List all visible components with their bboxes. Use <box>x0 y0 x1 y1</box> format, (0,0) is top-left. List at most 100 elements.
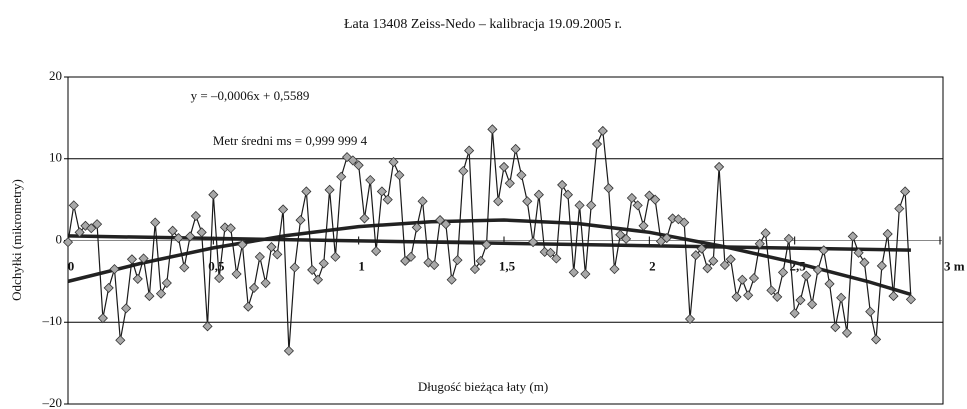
data-point <box>621 233 632 244</box>
data-point <box>743 290 754 301</box>
data-point <box>731 291 742 302</box>
y-tick-label: 0 <box>56 231 63 246</box>
data-point <box>411 222 422 233</box>
data-point <box>766 285 777 296</box>
data-point <box>405 251 417 262</box>
data-point <box>533 189 544 200</box>
data-point <box>231 268 242 280</box>
data-point <box>859 257 870 268</box>
data-point <box>429 259 440 271</box>
data-point <box>528 237 539 248</box>
data-point <box>312 274 324 285</box>
data-point <box>62 237 74 248</box>
data-point <box>708 255 719 267</box>
data-point <box>126 254 138 265</box>
data-point <box>272 249 283 260</box>
data-point <box>353 160 364 171</box>
data-point <box>307 264 318 275</box>
data-point <box>161 277 172 289</box>
data-point <box>801 270 812 281</box>
data-point <box>196 227 207 238</box>
data-point <box>870 334 882 345</box>
data-point <box>516 170 527 181</box>
data-point <box>144 291 155 302</box>
data-point <box>882 228 893 240</box>
data-point <box>638 220 649 231</box>
data-point <box>86 223 97 234</box>
data-point <box>138 253 149 264</box>
data-point <box>836 292 847 303</box>
data-point <box>888 291 899 302</box>
data-point <box>574 200 585 211</box>
data-point <box>434 214 446 226</box>
data-point <box>603 183 614 194</box>
data-point <box>214 273 225 284</box>
y-tick-label: –20 <box>42 395 63 409</box>
data-point <box>847 231 858 242</box>
data-point <box>243 301 254 312</box>
data-point <box>545 247 556 258</box>
data-point <box>865 306 876 317</box>
data-point <box>318 258 329 269</box>
data-point <box>818 245 829 256</box>
data-point <box>777 267 789 278</box>
data-point <box>74 227 85 238</box>
data-point <box>260 277 271 289</box>
data-point <box>132 273 143 284</box>
data-point <box>783 233 794 244</box>
series-line <box>67 218 912 297</box>
data-point <box>179 262 190 273</box>
data-point <box>557 179 568 190</box>
data-point <box>667 213 678 224</box>
data-point <box>190 210 201 222</box>
data-point <box>330 251 341 262</box>
data-point <box>167 225 178 236</box>
data-point <box>853 247 864 258</box>
data-point <box>301 186 312 197</box>
data-point <box>789 308 800 319</box>
data-point <box>481 239 492 250</box>
data-point <box>371 246 382 257</box>
data-point <box>591 138 603 150</box>
y-tick-label: –10 <box>42 313 63 328</box>
data-point <box>719 259 730 271</box>
data-point <box>347 155 358 166</box>
data-point <box>504 178 515 189</box>
data-point <box>615 229 626 240</box>
y-tick-label: 10 <box>49 150 62 165</box>
data-point <box>772 291 783 302</box>
x-axis-label: Długość bieżąca łaty (m) <box>418 379 548 394</box>
data-point <box>661 232 672 244</box>
data-point <box>423 257 434 268</box>
data-point <box>626 192 637 204</box>
data-point <box>498 161 510 172</box>
x-tick-label: 3 m <box>944 258 965 273</box>
data-point <box>609 264 620 275</box>
data-point <box>522 196 533 207</box>
data-point <box>650 194 661 205</box>
data-point <box>97 313 108 324</box>
data-point <box>295 214 306 226</box>
data-point <box>417 196 428 207</box>
data-point <box>568 267 579 278</box>
data-point <box>400 255 411 267</box>
data-point <box>679 217 690 228</box>
data-point <box>92 219 103 230</box>
data-point <box>440 219 451 230</box>
data-point <box>905 294 916 305</box>
data-point <box>446 274 457 285</box>
data-point <box>795 295 806 306</box>
data-point <box>336 171 347 182</box>
data-point <box>812 264 823 275</box>
data-point <box>690 250 701 261</box>
data-point <box>103 282 114 293</box>
data-point <box>876 260 887 271</box>
series-line <box>67 128 912 351</box>
chart-title: Łata 13408 Zeiss-Nedo – kalibracja 19.09… <box>344 17 622 32</box>
data-point <box>469 264 480 275</box>
data-point <box>266 241 277 253</box>
data-point <box>394 170 405 181</box>
data-point <box>283 345 294 356</box>
data-point <box>748 273 760 284</box>
data-point <box>644 190 655 201</box>
